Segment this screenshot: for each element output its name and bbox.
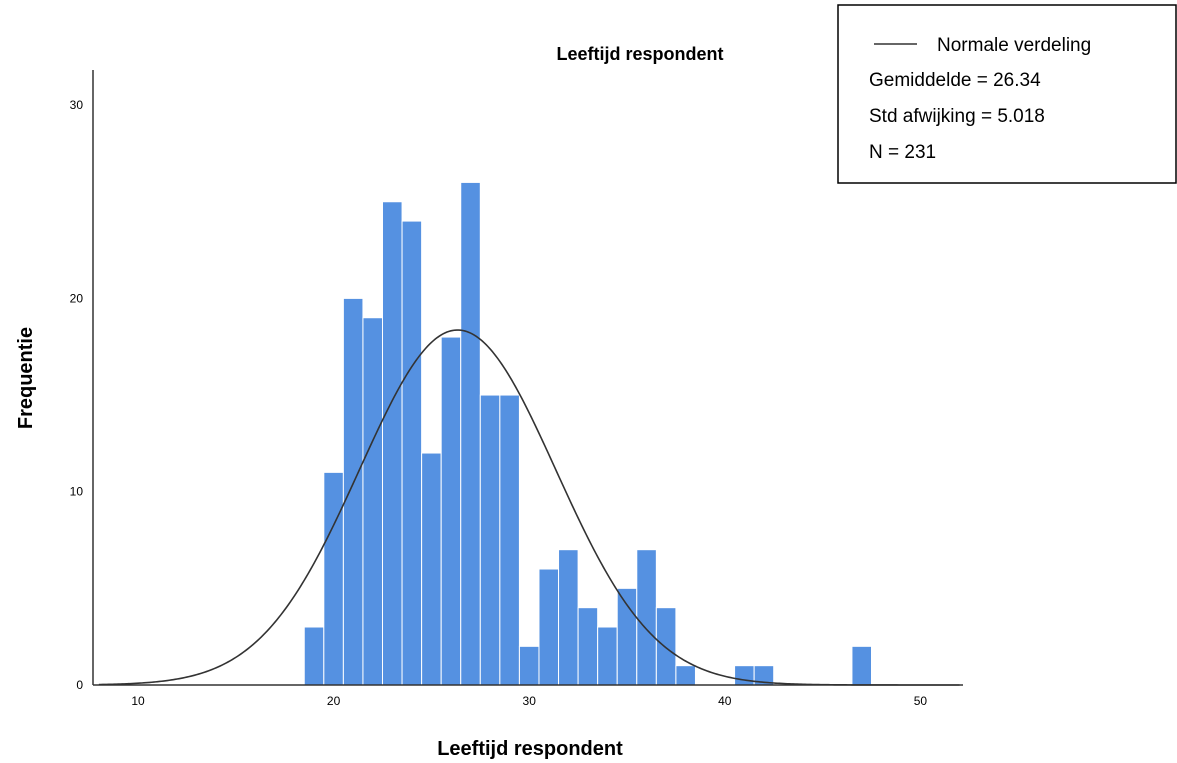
histogram-bar [401, 220, 423, 686]
legend-n: N = 231 [869, 142, 936, 163]
histogram-bar [734, 665, 755, 686]
histogram-bar [538, 568, 560, 686]
histogram-bar [597, 626, 618, 686]
legend-mean: Gemiddelde = 26.34 [869, 70, 1041, 91]
histogram-bar [440, 336, 462, 686]
y-tick-label: 0 [76, 678, 83, 692]
x-axis-label: Leeftijd respondent [437, 738, 623, 760]
legend-border [837, 4, 1177, 184]
y-tick-labels: 0 10 20 30 [70, 98, 84, 692]
histogram-bar [479, 394, 501, 686]
histogram-bar [499, 394, 520, 686]
histogram-bar [636, 549, 657, 686]
legend-series-name: Normale verdeling [937, 35, 1091, 56]
x-tick-label: 20 [327, 694, 341, 708]
histogram-bar [655, 607, 677, 686]
histogram-bar [323, 471, 344, 686]
y-tick-label: 20 [70, 291, 84, 305]
histogram-bar [342, 297, 364, 686]
histogram-bar [851, 645, 873, 686]
x-tick-label: 10 [131, 694, 145, 708]
histogram-bar [577, 607, 599, 686]
y-tick-label: 30 [70, 98, 84, 112]
y-tick-label: 10 [70, 485, 84, 499]
histogram-bar [303, 626, 325, 686]
x-tick-label: 50 [914, 694, 928, 708]
chart-title: Leeftijd respondent [556, 44, 723, 64]
normal-curve [98, 329, 960, 686]
histogram-bar [382, 201, 403, 686]
histogram-bar [460, 181, 481, 686]
x-tick-labels: 10 20 30 40 50 [131, 694, 927, 708]
legend-sd: Std afwijking = 5.018 [869, 106, 1045, 127]
legend-box: Normale verdeling Gemiddelde = 26.34 Std… [837, 4, 1177, 184]
histogram-bar [558, 549, 579, 686]
y-axis-label: Frequentie [15, 327, 37, 429]
x-tick-label: 30 [523, 694, 537, 708]
histogram-bar [675, 665, 696, 686]
bars-group [303, 181, 873, 686]
histogram-bar [616, 587, 638, 686]
x-tick-label: 40 [718, 694, 732, 708]
histogram-bar [421, 452, 442, 686]
histogram-bar [362, 317, 384, 686]
histogram-bar [518, 645, 540, 686]
